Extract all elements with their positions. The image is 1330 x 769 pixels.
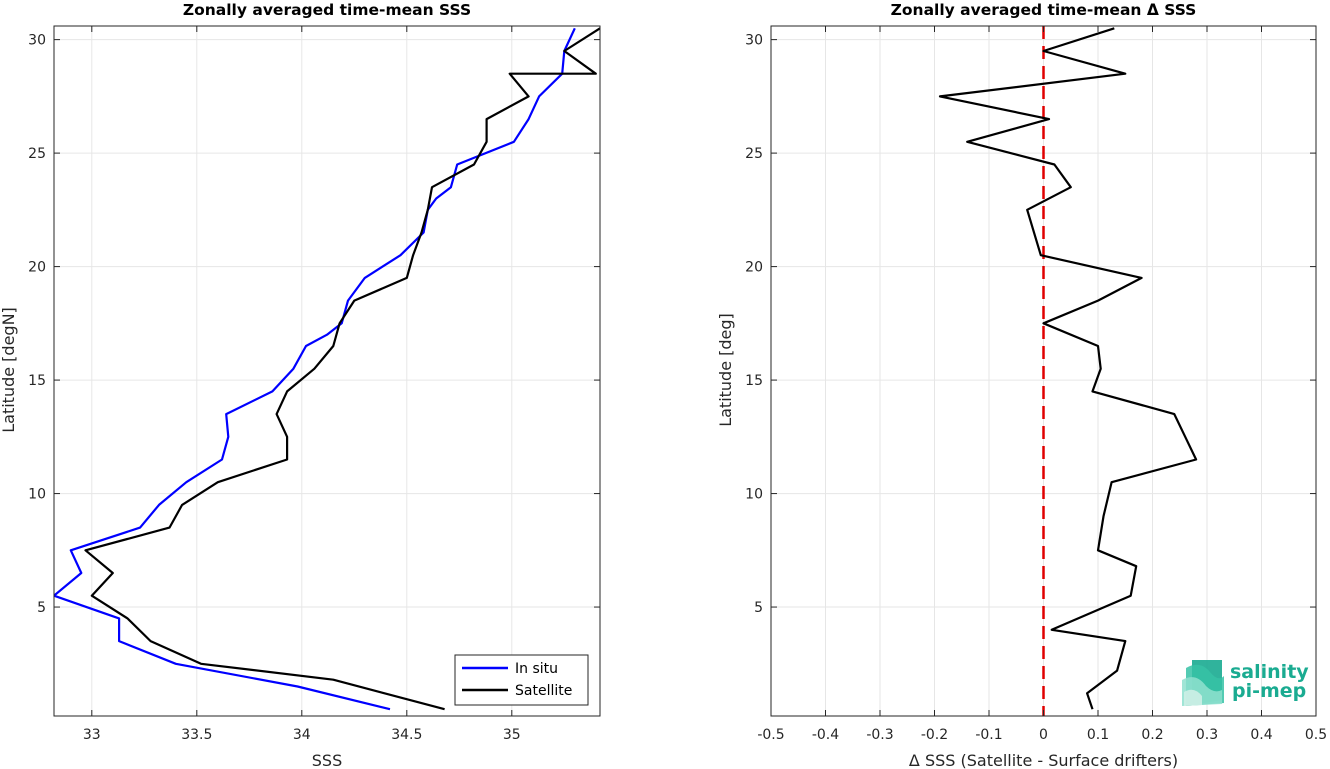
x-axis-label: Δ SSS (Satellite - Surface drifters) bbox=[909, 751, 1178, 769]
x-tick-label: 33.5 bbox=[181, 727, 212, 743]
y-tick-label: 20 bbox=[28, 260, 46, 276]
y-tick-label: 30 bbox=[28, 33, 46, 49]
y-tick-label: 10 bbox=[745, 487, 763, 503]
axes-frame bbox=[53, 25, 601, 717]
x-tick-label: 0.5 bbox=[1305, 727, 1327, 743]
y-tick-label: 25 bbox=[745, 146, 763, 162]
x-axis-label: SSS bbox=[312, 751, 342, 769]
chart-title: Zonally averaged time-mean Δ SSS bbox=[891, 1, 1197, 19]
y-tick-label: 15 bbox=[745, 373, 763, 389]
delta-sss-panel: -0.5 -0.4 -0.3 -0.2 -0.1 0 0.1 0.2 0.3 0.4 0.5 5 10 1… bbox=[716, 1, 1327, 769]
x-tick-label: 34 bbox=[293, 727, 311, 743]
wave-logo-icon bbox=[1182, 660, 1224, 706]
y-tick-label: 20 bbox=[745, 260, 763, 276]
x-tick-label: -0.2 bbox=[921, 727, 948, 743]
legend-label-in-situ: In situ bbox=[515, 661, 558, 677]
legend-label-satellite: Satellite bbox=[515, 683, 572, 699]
legend-box bbox=[454, 654, 589, 706]
series-line-satellite bbox=[84, 27, 600, 711]
x-tick-label: 0.1 bbox=[1087, 727, 1109, 743]
y-tick-label: 15 bbox=[28, 373, 46, 389]
chart-title: Zonally averaged time-mean SSS bbox=[183, 1, 471, 19]
x-tick-label: 0.2 bbox=[1141, 727, 1163, 743]
y-tick-label: 30 bbox=[745, 33, 763, 49]
series-line-in-situ bbox=[54, 27, 576, 711]
logo-text-salinity: salinity bbox=[1230, 661, 1309, 683]
y-axis-label: Latitude [deg] bbox=[716, 313, 735, 427]
logo-text-pi-mep: pi-mep bbox=[1232, 680, 1306, 702]
x-tick-label: -0.3 bbox=[866, 727, 893, 743]
sss-panel: 33 33.5 34 34.5 35 5 10 15 20 25 30 Zonally average… bbox=[0, 1, 601, 769]
x-tick-label: 0 bbox=[1039, 727, 1048, 743]
x-tick-label: 0.3 bbox=[1196, 727, 1218, 743]
x-tick-label: 33 bbox=[83, 727, 101, 743]
x-tick-label: -0.1 bbox=[975, 727, 1002, 743]
legend: In situ Satellite bbox=[454, 654, 589, 706]
y-tick-label: 10 bbox=[28, 487, 46, 503]
series-line-delta-0 bbox=[938, 27, 1198, 710]
y-tick-label: 5 bbox=[37, 600, 46, 616]
x-tick-label: 35 bbox=[503, 727, 521, 743]
x-tick-label: -0.4 bbox=[812, 727, 839, 743]
x-tick-label: -0.5 bbox=[757, 727, 784, 743]
y-axis-label: Latitude [degN] bbox=[0, 307, 18, 433]
x-tick-label: 0.4 bbox=[1250, 727, 1272, 743]
salinity-pi-mep-logo: salinity pi-mep bbox=[1182, 660, 1309, 706]
x-tick-label: 34.5 bbox=[391, 727, 422, 743]
y-tick-label: 25 bbox=[28, 146, 46, 162]
y-tick-label: 5 bbox=[754, 600, 763, 616]
